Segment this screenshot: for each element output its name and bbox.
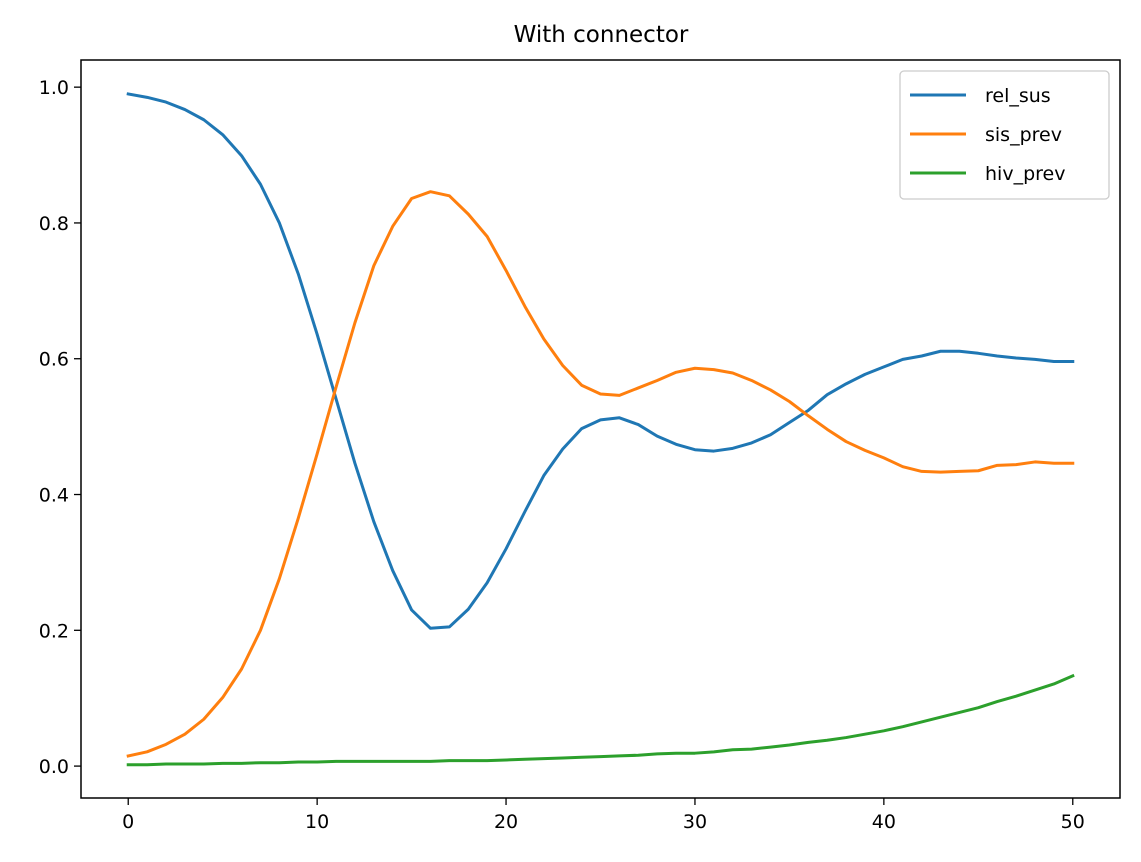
y-tick-label: 1.0 <box>39 77 69 99</box>
chart-title: With connector <box>514 22 689 48</box>
legend-box <box>899 70 1110 200</box>
y-tick-label: 0.2 <box>39 620 69 642</box>
x-tick-label: 20 <box>494 811 518 833</box>
ticks-layer: 0 10 20 30 40 50 0.0 0.2 0.4 0.6 0.8 1.0 <box>39 77 1085 833</box>
x-tick-label: 10 <box>305 811 329 833</box>
series-line-sis-prev <box>126 190 1075 758</box>
x-tick-label: 0 <box>122 811 134 833</box>
legend-label-rel-sus: rel_sus <box>985 85 1051 107</box>
legend-label-hiv-prev: hiv_prev <box>985 163 1065 185</box>
x-tick-label: 30 <box>683 811 707 833</box>
y-tick-label: 0.4 <box>39 485 69 507</box>
x-tick-label: 40 <box>872 811 896 833</box>
y-tick-label: 0.8 <box>39 213 69 235</box>
plot-area-frame <box>80 59 1121 799</box>
x-tick-label: 50 <box>1061 811 1085 833</box>
legend: rel_sus sis_prev hiv_prev <box>899 70 1110 200</box>
series-line-hiv-prev <box>126 673 1075 767</box>
y-tick-label: 0.0 <box>39 756 69 778</box>
legend-label-sis-prev: sis_prev <box>985 124 1062 146</box>
y-tick-label: 0.6 <box>39 349 69 371</box>
series-line-rel-sus <box>126 92 1075 630</box>
series-layer <box>126 92 1075 767</box>
